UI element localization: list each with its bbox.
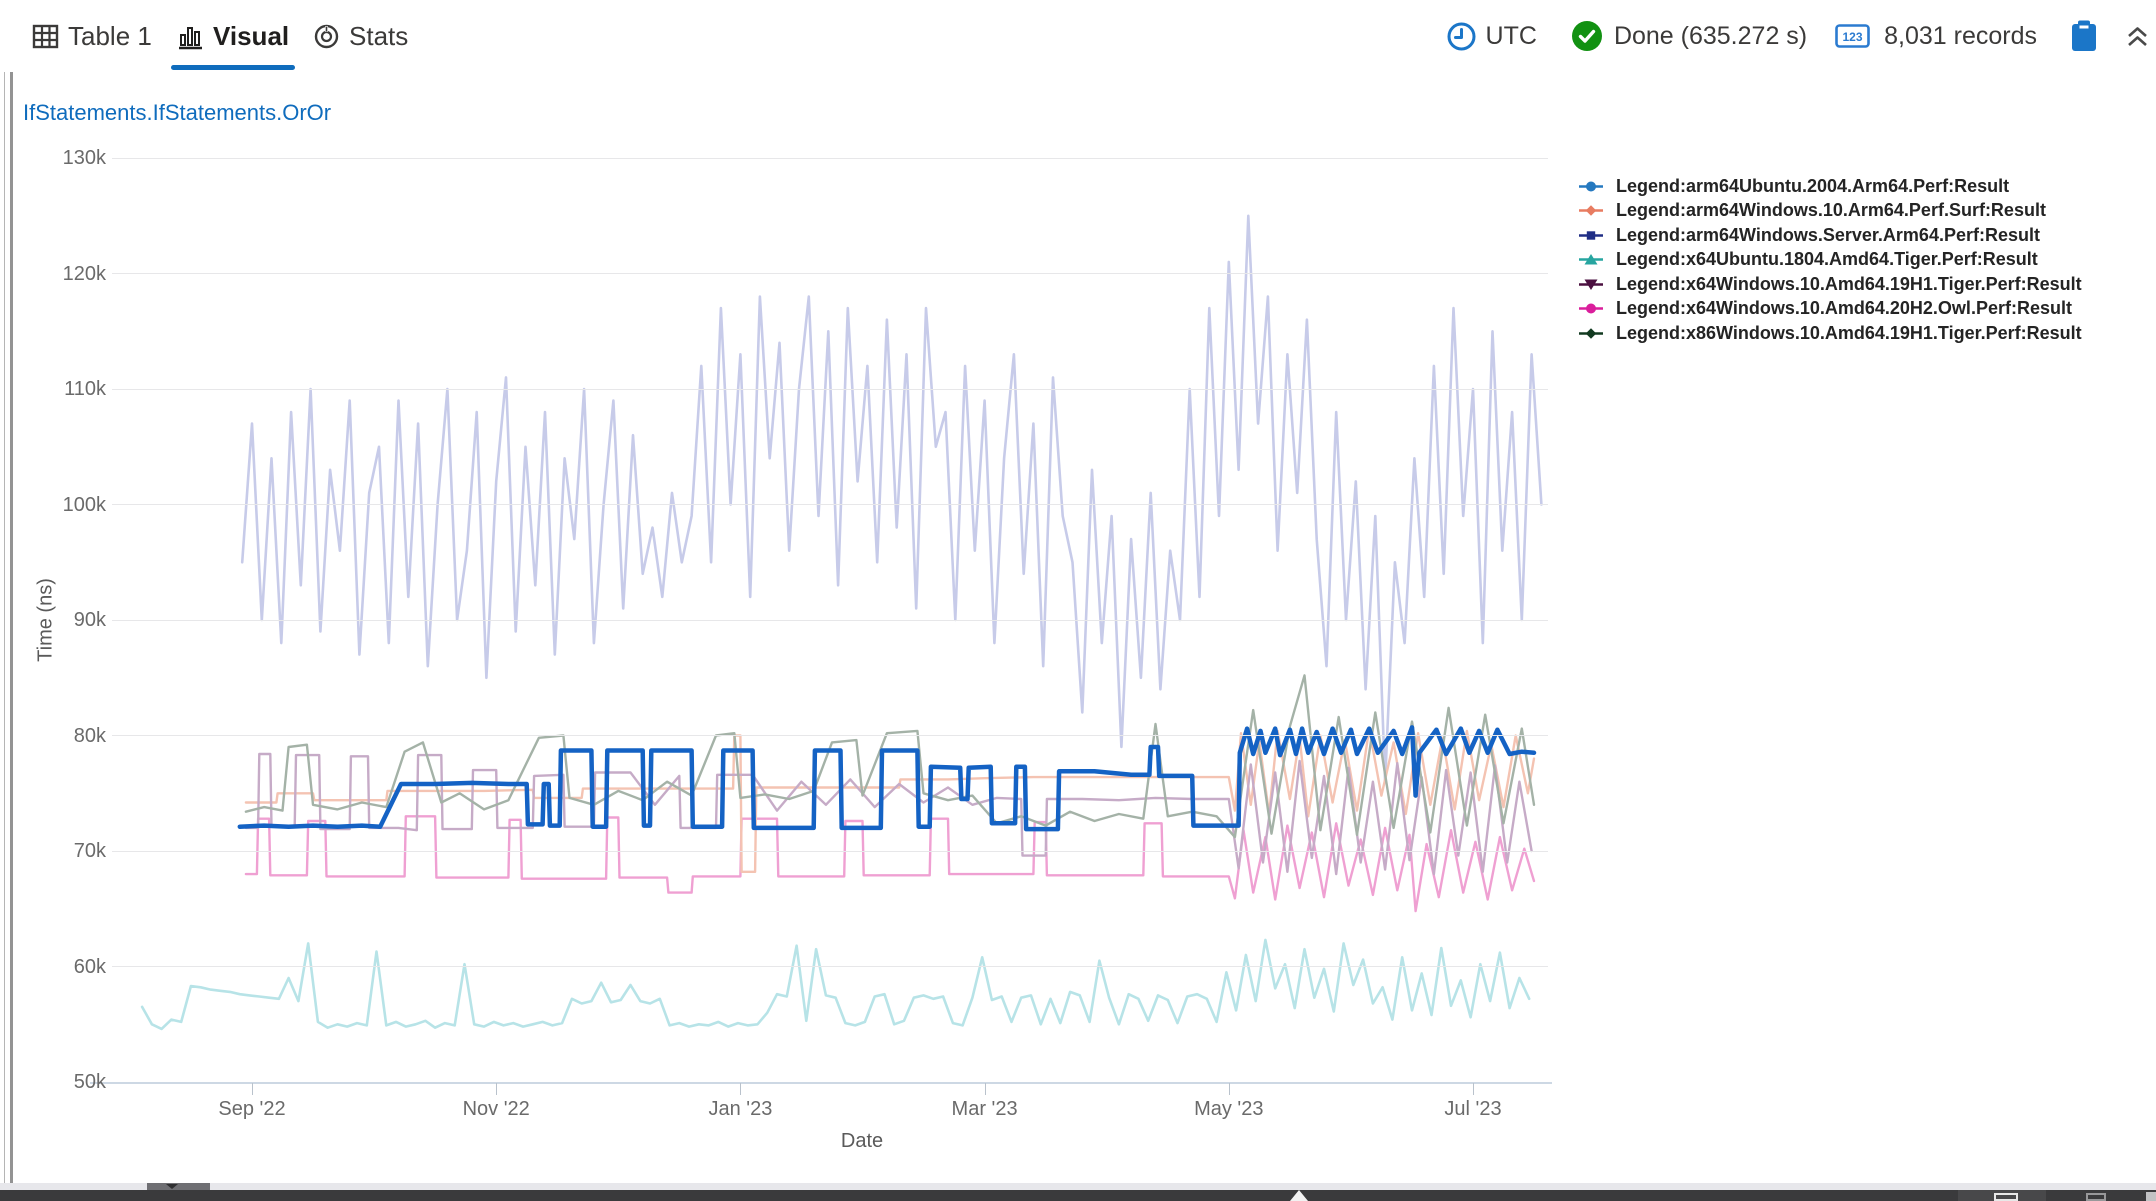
x-axis-line: [90, 1082, 1552, 1084]
horizontal-scrollbar[interactable]: [0, 1183, 2156, 1190]
y-gridline: [112, 388, 1548, 390]
tab-table-1[interactable]: Table 1: [26, 0, 158, 72]
tab-stats[interactable]: Stats: [307, 0, 414, 72]
success-check-icon: [1571, 20, 1603, 52]
legend-marker-circle-icon: [1579, 181, 1603, 192]
tab-visual-label: Visual: [213, 20, 290, 51]
legend-marker-triangle-up-icon: [1579, 254, 1603, 265]
y-axis-tick-label: 100k: [62, 493, 106, 516]
record-count-icon: 123: [1835, 22, 1872, 50]
legend-item-2[interactable]: Legend:arm64Windows.Server.Arm64.Perf:Re…: [1578, 223, 2082, 248]
tab-visual[interactable]: Visual: [171, 0, 296, 72]
panel-splitter[interactable]: [4, 0, 5, 1183]
taskbar-window-icon[interactable]: [1994, 1193, 2018, 1201]
record-count-icon-text: 123: [1843, 30, 1863, 44]
y-gridline: [112, 157, 1548, 159]
y-gridline: [112, 735, 1548, 736]
x-axis-tick-label: May '23: [1194, 1098, 1264, 1120]
taskbar-edge-icon[interactable]: [2146, 1192, 2156, 1201]
legend-item-label: Legend:x64Windows.10.Amd64.19H1.Tiger.Pe…: [1616, 273, 2082, 294]
legend-item-1[interactable]: Legend:arm64Windows.10.Arm64.Perf.Surf:R…: [1578, 199, 2082, 224]
query-done-status: Done (635.272 s): [1613, 21, 1808, 50]
record-count-label: 8,031 records: [1884, 21, 2037, 50]
series-line-6: [244, 674, 1536, 839]
y-gridline: [112, 273, 1548, 274]
legend-item-label: Legend:arm64Windows.10.Arm64.Perf.Surf:R…: [1616, 200, 2046, 221]
legend-item-label: Legend:x64Ubuntu.1804.Amd64.Tiger.Perf:R…: [1616, 249, 2038, 270]
taskbar-active-app[interactable]: [1958, 1190, 2046, 1201]
collapse-panel-icon[interactable]: [2125, 24, 2150, 49]
x-axis-tick-label: Nov '22: [462, 1098, 530, 1120]
tab-stats-label: Stats: [349, 20, 409, 51]
legend-marker-triangle-down-icon: [1579, 279, 1603, 290]
legend-item-label: Legend:x86Windows.10.Amd64.19H1.Tiger.Pe…: [1616, 322, 2082, 343]
y-axis-tick-label: 120k: [62, 262, 106, 285]
bar-chart-icon: [177, 23, 204, 50]
timezone-label[interactable]: UTC: [1485, 21, 1537, 50]
legend-item-label: Legend:arm64Ubuntu.2004.Arm64.Perf:Resul…: [1616, 175, 2010, 196]
legend-marker-diamond-icon: [1579, 328, 1603, 339]
scrollbar-thumb[interactable]: [147, 1183, 210, 1190]
windows-taskbar: [0, 1190, 2156, 1201]
legend-item-5[interactable]: Legend:x64Windows.10.Amd64.20H2.Owl.Perf…: [1578, 297, 2082, 322]
x-axis-tick: [1473, 1083, 1474, 1095]
x-axis-tick: [252, 1083, 253, 1095]
legend-marker-diamond-icon: [1579, 205, 1603, 216]
legend-item-0[interactable]: Legend:arm64Ubuntu.2004.Arm64.Perf:Resul…: [1578, 174, 2082, 199]
panel-splitter-handle[interactable]: [10, 0, 13, 1183]
copy-clipboard-icon[interactable]: [2069, 19, 2099, 53]
x-axis-tick: [740, 1083, 742, 1095]
x-axis-tick-label: Mar '23: [951, 1098, 1018, 1120]
taskbar-app-icon[interactable]: [2086, 1193, 2106, 1201]
x-axis-tick-label: Jan '23: [708, 1098, 773, 1120]
y-axis-tick-label: 110k: [64, 378, 106, 400]
y-gridline: [112, 850, 1548, 852]
mouse-cursor-icon: [1290, 1190, 1308, 1201]
legend-item-6[interactable]: Legend:x86Windows.10.Amd64.19H1.Tiger.Pe…: [1578, 321, 2082, 346]
x-axis-tick-label: Jul '23: [1444, 1098, 1502, 1120]
y-gridline: [112, 966, 1548, 967]
legend-marker-circle-icon: [1579, 303, 1603, 314]
series-line-4: [244, 752, 1533, 876]
y-axis-tick-label: 60k: [73, 955, 106, 978]
series-line-2: [240, 214, 1543, 783]
table-icon: [32, 23, 59, 50]
legend-item-3[interactable]: Legend:x64Ubuntu.1804.Amd64.Tiger.Perf:R…: [1578, 248, 2082, 273]
scrollbar-arrow-icon: [166, 1184, 178, 1189]
chart-legend: Legend:arm64Ubuntu.2004.Arm64.Perf:Resul…: [1578, 174, 2082, 346]
chart-title: IfStatements.IfStatements.OrOr: [23, 100, 332, 125]
query-status-bar: UTC Done (635.272 s) 123 8,031 records: [1446, 0, 2150, 72]
legend-item-label: Legend:arm64Windows.Server.Arm64.Perf:Re…: [1616, 224, 2040, 245]
series-line-3: [140, 938, 1531, 1031]
x-axis-tick-label: Sep '22: [218, 1098, 286, 1120]
y-gridline: [112, 619, 1548, 621]
x-axis-title: Date: [840, 1130, 884, 1152]
y-gridline: [112, 504, 1548, 505]
clock-icon: [1446, 21, 1477, 52]
donut-chart-icon: [313, 23, 340, 50]
y-axis-tick-label: 70k: [73, 840, 106, 862]
series-line-0: [237, 725, 1537, 832]
x-axis-tick: [984, 1083, 986, 1095]
y-axis-tick-label: 80k: [73, 724, 106, 747]
tab-table-1-label: Table 1: [68, 20, 152, 51]
y-axis-tick-label: 50k: [73, 1071, 106, 1093]
x-axis-tick: [496, 1083, 498, 1095]
y-axis-tick-label: 130k: [62, 147, 106, 169]
legend-item-4[interactable]: Legend:x64Windows.10.Amd64.19H1.Tiger.Pe…: [1578, 272, 2082, 297]
legend-marker-square-icon: [1579, 231, 1603, 240]
results-tab-bar: Table 1 Visual Stats UTC Done (635.272 s…: [0, 0, 2156, 72]
legend-item-label: Legend:x64Windows.10.Amd64.20H2.Owl.Perf…: [1616, 298, 2072, 319]
series-line-5: [244, 815, 1536, 913]
y-axis-tick-label: 90k: [73, 609, 106, 631]
x-axis-tick: [1228, 1083, 1230, 1095]
